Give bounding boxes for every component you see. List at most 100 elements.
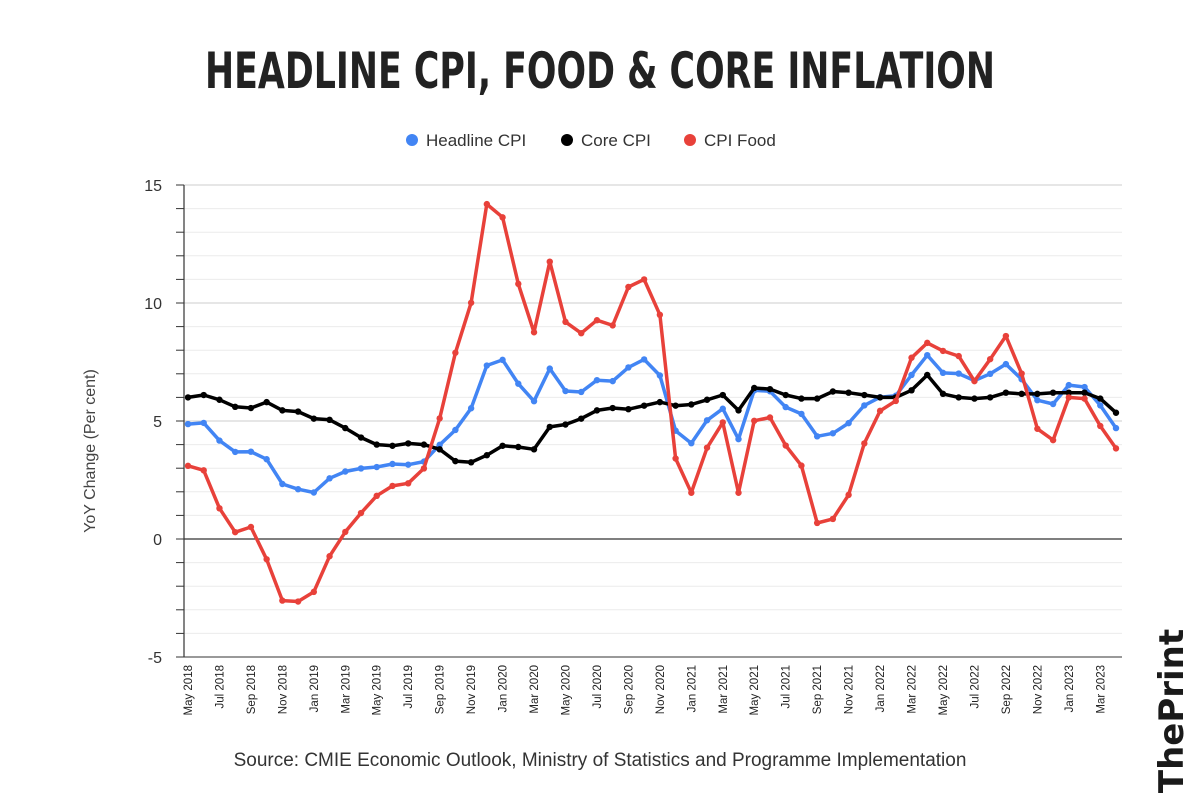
data-point-cpi-food — [688, 489, 695, 496]
data-point-cpi-food — [735, 489, 742, 496]
data-point-cpi-food — [955, 352, 962, 360]
data-point-headline-cpi — [813, 433, 821, 440]
data-point-cpi-food — [861, 440, 868, 447]
data-point-cpi-food — [751, 417, 758, 424]
data-point-headline-cpi — [640, 356, 648, 363]
data-point-core-cpi — [530, 446, 538, 453]
data-point-core-cpi — [467, 459, 475, 466]
x-tick-label: Nov 2020 — [655, 665, 667, 714]
x-tick-label: Jan 2020 — [498, 665, 510, 712]
data-point-core-cpi — [876, 394, 884, 401]
data-point-headline-cpi — [1049, 400, 1057, 408]
data-point-core-cpi — [499, 442, 506, 449]
data-point-core-cpi — [1018, 390, 1025, 398]
chart-title: HEADLINE CPI, FOOD & CORE INFLATION — [205, 42, 995, 100]
x-tick-label: Jul 2018 — [214, 665, 226, 708]
data-point-core-cpi — [813, 395, 821, 402]
data-point-cpi-food — [908, 354, 915, 361]
data-point-headline-cpi — [908, 371, 915, 379]
data-point-headline-cpi — [688, 439, 695, 447]
x-tick-label: Sep 2020 — [623, 665, 635, 714]
data-point-cpi-food — [436, 415, 443, 422]
data-point-cpi-food — [546, 258, 553, 265]
series-line-cpi-food — [187, 202, 1118, 604]
data-point-core-cpi — [405, 440, 412, 447]
x-tick-label: Sep 2022 — [1001, 665, 1013, 714]
data-point-cpi-food — [766, 414, 774, 421]
data-point-core-cpi — [609, 404, 616, 412]
data-point-headline-cpi — [735, 435, 742, 443]
data-point-headline-cpi — [452, 426, 459, 434]
data-point-core-cpi — [1002, 389, 1010, 396]
data-point-core-cpi — [326, 416, 333, 424]
series-core-cpi — [184, 371, 1120, 466]
data-point-core-cpi — [829, 388, 837, 395]
x-tick-label: Jul 2019 — [403, 665, 415, 708]
legend-label-headline-cpi: Headline CPI — [426, 131, 526, 150]
data-point-core-cpi — [357, 434, 365, 441]
x-tick-label: Sep 2021 — [812, 665, 824, 714]
data-point-headline-cpi — [1002, 360, 1010, 368]
data-point-core-cpi — [593, 407, 601, 414]
data-point-headline-cpi — [924, 351, 931, 359]
data-point-cpi-food — [813, 519, 821, 527]
data-point-headline-cpi — [216, 437, 223, 444]
data-point-cpi-food — [467, 299, 475, 306]
data-point-cpi-food — [420, 465, 428, 472]
x-tick-label: Jul 2021 — [781, 665, 793, 708]
data-point-core-cpi — [672, 402, 679, 409]
y-tick-labels: -5 0 5 10 15 — [144, 178, 162, 667]
x-tick-label: May 2019 — [372, 665, 384, 716]
data-point-cpi-food — [326, 553, 333, 560]
data-point-headline-cpi — [247, 448, 255, 455]
data-point-core-cpi — [562, 421, 569, 428]
data-point-cpi-food — [1097, 422, 1104, 430]
data-point-core-cpi — [939, 390, 947, 398]
data-point-core-cpi — [263, 398, 270, 406]
data-point-core-cpi — [546, 423, 553, 431]
data-point-core-cpi — [342, 424, 349, 432]
data-point-cpi-food — [672, 455, 679, 462]
data-point-cpi-food — [562, 318, 569, 326]
data-point-cpi-food — [515, 280, 522, 288]
x-tick-label: Jan 2021 — [686, 665, 698, 712]
x-tick-label: May 2020 — [560, 665, 572, 716]
data-point-core-cpi — [719, 391, 726, 399]
y-tick-label: 10 — [144, 296, 162, 313]
data-point-cpi-food — [1112, 445, 1120, 452]
data-point-cpi-food — [625, 283, 632, 291]
x-tick-label: Mar 2020 — [529, 665, 541, 714]
brand-logo: ThePrint — [1152, 629, 1192, 793]
data-point-cpi-food — [986, 355, 994, 363]
data-point-cpi-food — [845, 491, 852, 499]
data-point-headline-cpi — [609, 377, 616, 385]
data-point-headline-cpi — [955, 370, 962, 377]
data-point-cpi-food — [373, 492, 380, 500]
x-tick-label: Mar 2023 — [1095, 665, 1107, 714]
x-tick-label: Mar 2021 — [718, 665, 730, 714]
data-point-headline-cpi — [294, 486, 302, 493]
series-lines — [184, 200, 1120, 605]
legend-marker-headline-cpi — [406, 134, 418, 146]
data-point-core-cpi — [279, 407, 286, 414]
data-point-headline-cpi — [342, 468, 349, 475]
data-point-cpi-food — [782, 442, 789, 449]
data-point-headline-cpi — [845, 419, 852, 427]
data-point-core-cpi — [735, 407, 742, 414]
data-point-cpi-food — [216, 505, 223, 512]
data-point-core-cpi — [1034, 390, 1041, 398]
data-point-headline-cpi — [515, 380, 522, 387]
data-point-core-cpi — [578, 415, 585, 422]
data-point-cpi-food — [279, 597, 286, 604]
data-point-cpi-food — [876, 407, 884, 415]
y-tick-label: 15 — [144, 178, 162, 195]
x-tick-label: Sep 2019 — [435, 665, 447, 714]
y-tick-label: 0 — [153, 532, 162, 549]
data-point-headline-cpi — [405, 461, 412, 468]
data-point-headline-cpi — [1112, 424, 1120, 432]
data-point-cpi-food — [1002, 332, 1010, 340]
data-point-core-cpi — [294, 408, 302, 415]
data-point-cpi-food — [357, 509, 365, 517]
data-point-cpi-food — [640, 276, 648, 283]
legend-marker-core-cpi — [561, 134, 573, 146]
